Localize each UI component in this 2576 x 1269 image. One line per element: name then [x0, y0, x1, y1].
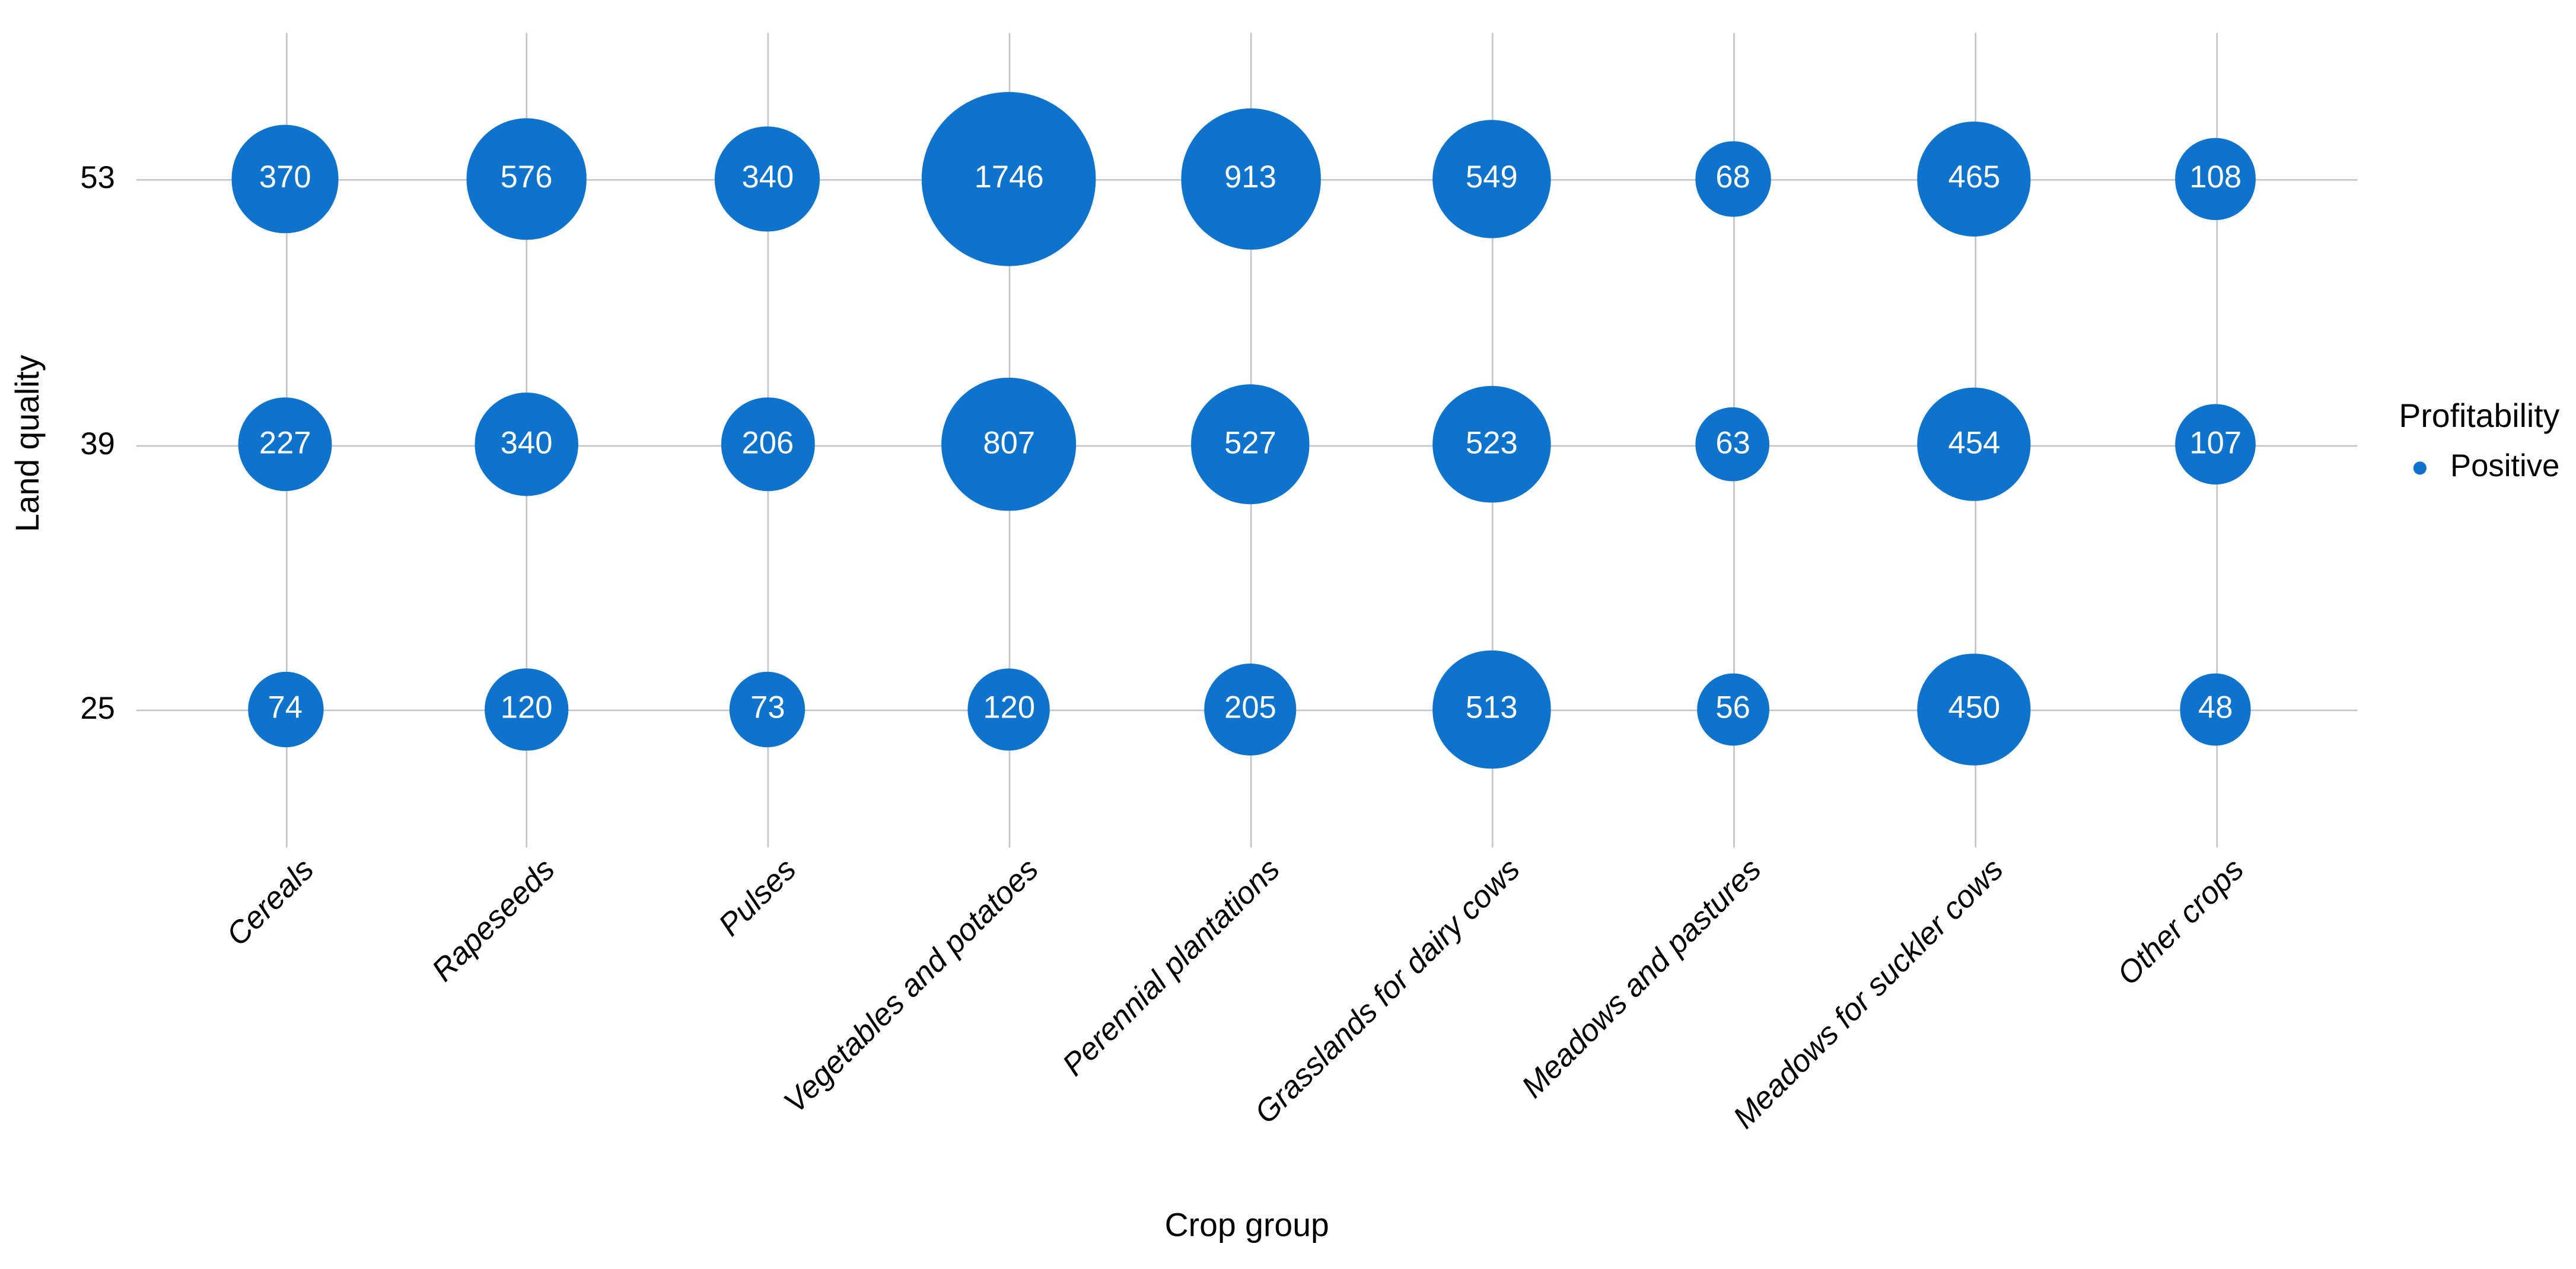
bubble: 513	[1432, 651, 1550, 769]
bubble-label: 108	[2189, 161, 2242, 196]
bubble-label: 48	[2198, 692, 2233, 727]
bubble: 340	[474, 391, 579, 497]
x-tick-label: Rapeseeds	[426, 853, 563, 989]
bubble-label: 549	[1465, 161, 1518, 196]
legend-marker-dot	[2414, 460, 2428, 474]
bubble-label: 450	[1948, 692, 2001, 727]
x-tick-label: Vegetables and potatoes	[778, 853, 1046, 1121]
bubble: 107	[2175, 403, 2256, 485]
bubble: 108	[2174, 138, 2256, 220]
bubble: 63	[1696, 407, 1770, 482]
bubble: 527	[1191, 385, 1310, 503]
y-tick-label: 39	[80, 427, 115, 462]
bubble-label: 74	[268, 692, 303, 727]
bubble-label: 120	[500, 692, 553, 727]
bubble: 74	[247, 671, 323, 748]
x-tick-label: Cereals	[221, 853, 322, 954]
bubble-label: 63	[1715, 427, 1750, 462]
bubble-label: 807	[983, 427, 1036, 462]
x-tick-label: Pulses	[713, 853, 804, 944]
bubble: 913	[1180, 109, 1320, 249]
y-tick-label: 25	[80, 692, 115, 727]
bubble-label: 56	[1715, 692, 1750, 727]
legend-item-positive: Positive	[2414, 450, 2559, 484]
bubble: 205	[1203, 663, 1297, 756]
bubble: 450	[1918, 653, 2031, 766]
bubble: 1746	[922, 92, 1097, 266]
bubble-label: 523	[1465, 427, 1518, 462]
legend-title: Profitability	[2399, 399, 2560, 435]
bubble-label: 120	[983, 692, 1036, 727]
bubble-label: 340	[500, 427, 553, 462]
legend-item-label: Positive	[2450, 449, 2560, 485]
y-axis-title: Land quality	[11, 355, 47, 533]
bubble-label: 73	[750, 692, 785, 727]
bubble-label: 1746	[974, 161, 1044, 196]
bubble-label: 227	[259, 427, 311, 462]
bubble: 576	[466, 118, 587, 240]
bubble-label: 370	[259, 161, 311, 196]
bubble-label: 513	[1465, 692, 1518, 727]
bubble-label: 206	[741, 427, 794, 462]
legend: Profitability Positive	[2399, 399, 2559, 484]
x-axis-title: Crop group	[1164, 1208, 1329, 1245]
bubble-label: 527	[1224, 427, 1276, 462]
bubble-label: 340	[741, 161, 794, 196]
bubble: 340	[715, 126, 820, 232]
bubble: 56	[1696, 673, 1769, 746]
bubble-label: 454	[1948, 427, 2001, 462]
x-tick-label: Meadows for suckler cows	[1727, 853, 2011, 1136]
bubble-label: 205	[1224, 692, 1276, 727]
x-tick-label: Meadows and pastures	[1517, 853, 1770, 1106]
bubble: 549	[1431, 119, 1552, 239]
bubble: 465	[1917, 122, 2031, 237]
y-tick-label: 53	[80, 161, 115, 196]
bubble: 48	[2180, 674, 2251, 745]
bubble: 120	[485, 668, 568, 751]
bubble: 807	[941, 377, 1077, 512]
bubble-label: 465	[1948, 161, 2001, 196]
bubble: 370	[231, 125, 339, 233]
x-tick-label: Other crops	[2112, 853, 2252, 993]
bubble: 206	[721, 397, 814, 491]
bubble-label: 68	[1715, 161, 1750, 196]
x-tick-label: Perennial plantations	[1056, 853, 1287, 1084]
bubble-label: 576	[500, 161, 553, 196]
bubble: 120	[967, 668, 1050, 751]
bubble: 523	[1432, 385, 1551, 503]
bubble: 73	[730, 671, 806, 748]
bubble-label: 913	[1224, 161, 1276, 196]
bubble: 68	[1695, 141, 1771, 216]
bubble-label: 107	[2189, 427, 2242, 462]
x-tick-label: Grasslands for dairy cows	[1250, 853, 1529, 1131]
bubble: 454	[1917, 387, 2031, 501]
bubble: 227	[237, 397, 333, 492]
